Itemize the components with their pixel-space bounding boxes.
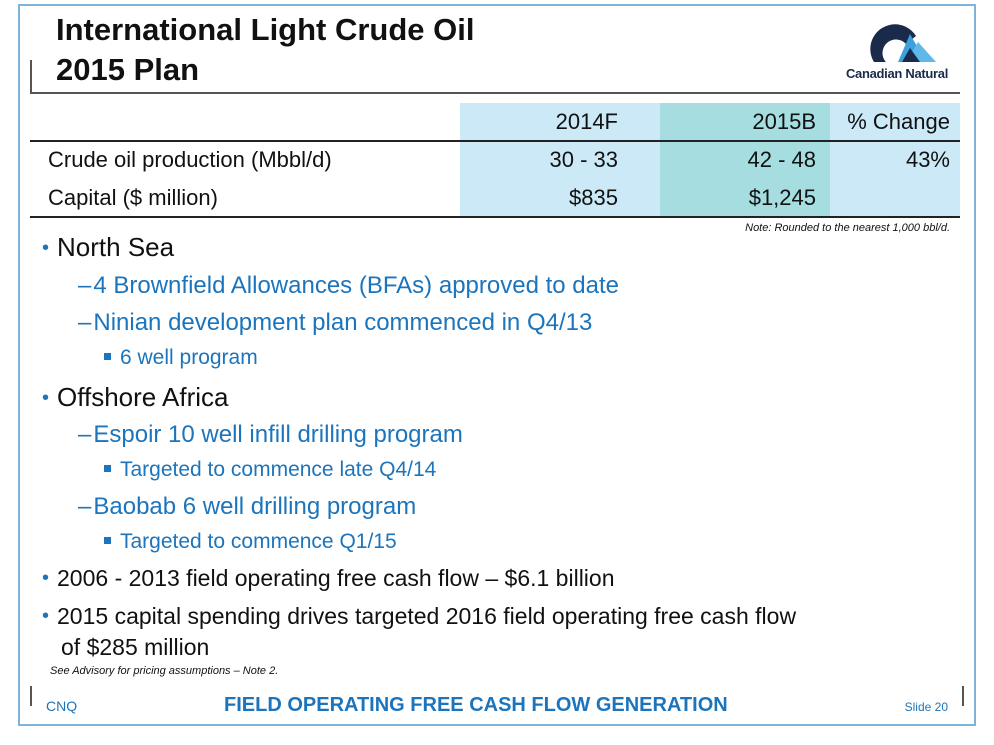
frame-border-top [18, 4, 976, 6]
company-logo: Canadian Natural [836, 22, 958, 84]
sub-sub-bullet: 6 well program [104, 346, 258, 370]
bullet-north-sea: • North Sea [42, 232, 175, 262]
bullet-dot-icon: • [42, 605, 50, 627]
cell-value: 30 - 33 [549, 147, 619, 172]
bottom-rule [30, 216, 960, 218]
cell-value: $1,245 [748, 185, 816, 210]
title-line-2: 2015 Plan [56, 52, 200, 87]
bullet-fcf-plan-continued: of $285 million [61, 634, 210, 660]
sub-bullet: –Ninian development plan commenced in Q4… [78, 309, 593, 336]
title-line-1: International Light Crude Oil [56, 12, 475, 47]
bullet-dot-icon: • [42, 237, 50, 259]
slide-number: Slide 20 [904, 700, 948, 714]
frame-border-bottom [18, 724, 976, 726]
cell-value: $835 [569, 185, 618, 210]
cell-value: 43% [905, 147, 950, 172]
column-bg-change [830, 103, 960, 216]
footer-company: CNQ [46, 698, 78, 714]
header-rule [30, 140, 960, 142]
bullet-fcf-plan: • 2015 capital spending drives targeted 2… [42, 603, 797, 629]
logo-mark-icon [870, 24, 936, 62]
column-bg-2015 [660, 103, 830, 216]
slide-title: International Light Crude Oil 2015 Plan [56, 10, 475, 90]
logo-text: Canadian Natural [845, 66, 949, 81]
bullet-fcf-history: • 2006 - 2013 field operating free cash f… [42, 565, 615, 591]
bullet-dot-icon: • [42, 387, 50, 409]
frame-border-right [974, 4, 976, 726]
square-bullet-icon [104, 537, 111, 544]
bullet-dot-icon: • [42, 567, 50, 589]
advisory-note: See Advisory for pricing assumptions – N… [50, 665, 279, 677]
sub-sub-bullet: Targeted to commence late Q4/14 [104, 458, 436, 482]
footer-section-title: FIELD OPERATING FREE CASH FLOW GENERATIO… [224, 694, 728, 716]
row-label: Capital ($ million) [48, 185, 218, 210]
header-2014: 2014F [555, 109, 618, 134]
sub-bullet: –4 Brownfield Allowances (BFAs) approved… [78, 272, 619, 299]
sub-sub-bullet: Targeted to commence Q1/15 [104, 530, 397, 554]
bullet-offshore-africa: • Offshore Africa [42, 382, 229, 412]
sub-bullet: –Espoir 10 well infill drilling program [78, 421, 463, 448]
column-bg-2014 [460, 103, 660, 216]
title-underline [30, 92, 960, 94]
square-bullet-icon [104, 465, 111, 472]
header-2015: 2015B [752, 109, 816, 134]
row-label: Crude oil production (Mbbl/d) [48, 147, 332, 172]
header-change: % Change [847, 109, 950, 134]
footer-bracket-right [962, 686, 964, 706]
square-bullet-icon [104, 353, 111, 360]
footer-bracket-left [30, 686, 32, 706]
table-note: Note: Rounded to the nearest 1,000 bbl/d… [745, 222, 950, 234]
frame-border-left [18, 4, 20, 726]
cell-value: 42 - 48 [747, 147, 817, 172]
title-bracket [30, 60, 32, 94]
sub-bullet: –Baobab 6 well drilling program [78, 493, 417, 520]
